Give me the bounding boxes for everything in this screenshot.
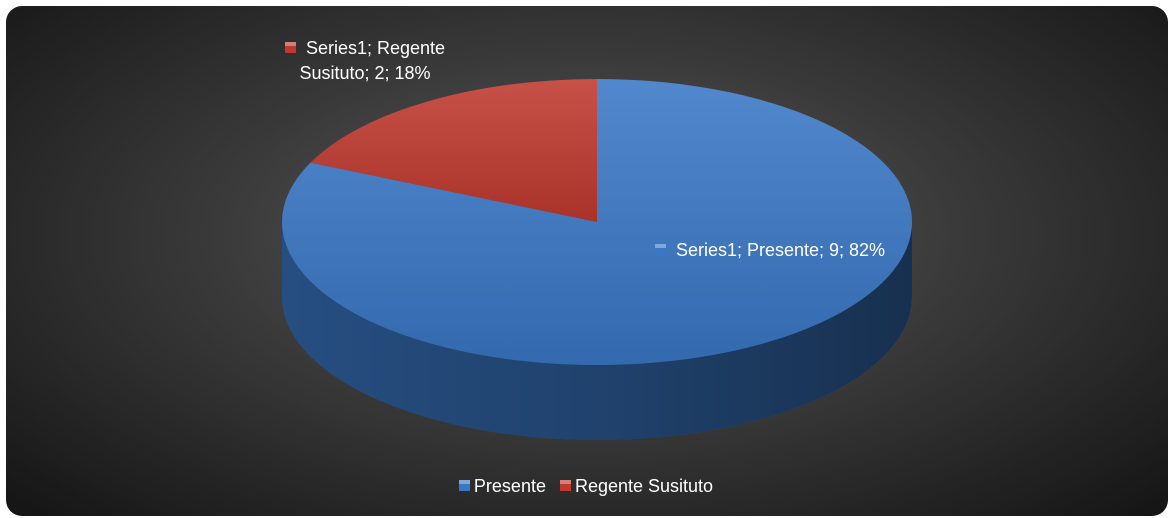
legend-label: Presente	[473, 476, 546, 496]
legend-marker	[458, 480, 470, 491]
data-label: Series1; Regente Susituto; 2; 18%	[250, 36, 480, 86]
data-label-text: Series1; Regente Susituto; 2; 18%	[299, 38, 446, 83]
legend-item: Regente Susituto	[559, 476, 714, 497]
legend-label: Regente Susituto	[574, 476, 714, 496]
data-label: Series1; Presente; 9; 82%	[640, 238, 900, 263]
slice-shine	[310, 79, 597, 222]
legend-item: Presente	[458, 476, 546, 497]
slice-side-shade	[282, 222, 912, 440]
legend-marker	[559, 480, 571, 491]
label-marker	[654, 244, 666, 255]
data-label-text: Series1; Presente; 9; 82%	[675, 240, 886, 260]
legend: Presente Regente Susituto	[0, 476, 1172, 497]
label-marker	[284, 42, 296, 53]
